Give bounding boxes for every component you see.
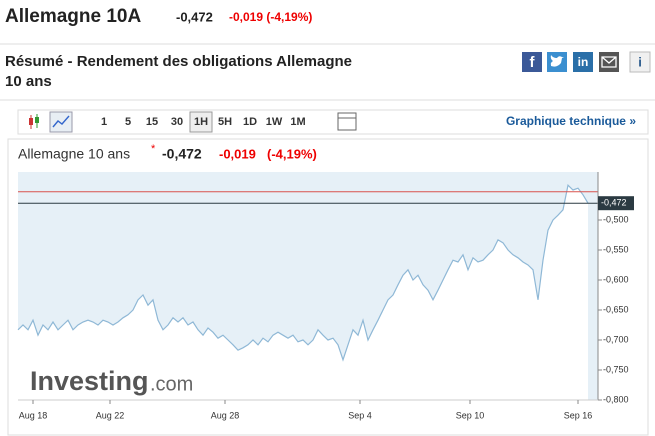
mail-glyph [601,56,617,68]
price-line [17,184,589,362]
area-below [18,185,588,400]
y-tick-label: -0,800 [603,394,629,404]
x-tick-label: Aug 18 [19,410,48,420]
line-glyph [52,115,70,128]
x-tick-label: Sep 4 [348,410,372,420]
technical-chart-link[interactable]: Graphique technique » [506,114,636,128]
plot: -0,500 -0,550 -0,600 -0,650 -0,700 -0,750 -0,8… [17,172,634,420]
interval-button[interactable]: 1H [194,116,208,128]
x-tick-label: Aug 28 [211,410,240,420]
y-tick-label: -0,750 [603,364,629,374]
interval-button[interactable]: 1 [101,116,107,128]
watermark-domain: .com [150,373,193,395]
y-tick-label: -0,700 [603,334,629,344]
legend-last: -0,472 [162,146,202,162]
interval-button[interactable]: 1D [243,116,257,128]
toolbar [17,109,649,135]
y-tick-label: -0,500 [603,214,629,224]
current-badge-label: -0,472 [601,198,627,208]
legend-change-pct: (-4,19%) [267,146,317,161]
interval-buttons: 1 5 15 30 1H 5H 1D 1W 1M [101,111,306,133]
interval-button[interactable]: 30 [171,116,183,128]
facebook-glyph: f [530,54,536,71]
watermark: Investing [30,366,149,396]
interval-button[interactable]: 1M [290,116,305,128]
line-icon[interactable] [49,111,73,133]
y-tick-label: -0,600 [603,274,629,284]
twitter-glyph [550,55,564,67]
info-glyph: i [638,54,642,69]
y-tick-label: -0,650 [603,304,629,314]
x-tick-label: Sep 16 [564,410,593,420]
settings-icon[interactable] [337,112,357,131]
interval-button[interactable]: 1W [266,116,283,128]
x-tick-label: Sep 10 [456,410,485,420]
linkedin-icon[interactable] [573,52,593,72]
candle-icon[interactable] [29,114,39,129]
y-tick-label: -0,550 [603,244,629,254]
down-marker: * [151,143,156,155]
linkedin-glyph: in [578,55,589,69]
share-icons: f in i [522,51,651,73]
info-icon[interactable] [629,51,651,73]
summary-title: Résumé - Rendement des obligations Allem… [5,53,352,70]
current-badge [598,196,634,211]
legend-change: -0,019 [219,146,256,161]
x-tick-label: Aug 22 [96,410,125,420]
interval-button[interactable]: 5 [125,116,131,128]
summary-title: 10 ans [5,73,52,90]
last-price: -0,472 [176,9,213,24]
active-interval [189,111,213,133]
legend-name: Allemagne 10 ans [18,146,130,162]
interval-button[interactable]: 15 [146,116,158,128]
instrument-title: Allemagne 10A [5,6,141,27]
facebook-icon[interactable] [522,52,542,72]
price-change: -0,019 (-4,19%) [229,10,312,24]
interval-button[interactable]: 5H [218,116,232,128]
